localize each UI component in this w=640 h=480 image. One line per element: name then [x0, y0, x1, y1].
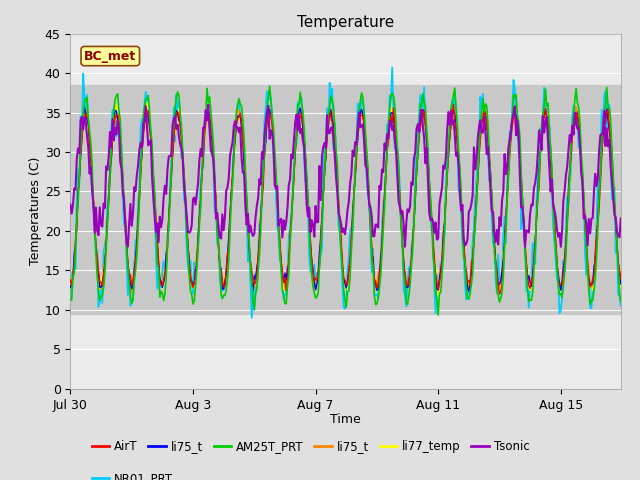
Title: Temperature: Temperature: [297, 15, 394, 30]
Text: BC_met: BC_met: [84, 49, 136, 62]
X-axis label: Time: Time: [330, 413, 361, 426]
Y-axis label: Temperatures (C): Temperatures (C): [29, 157, 42, 265]
Bar: [70, 85, 621, 314]
Legend: NR01_PRT: NR01_PRT: [87, 467, 178, 480]
